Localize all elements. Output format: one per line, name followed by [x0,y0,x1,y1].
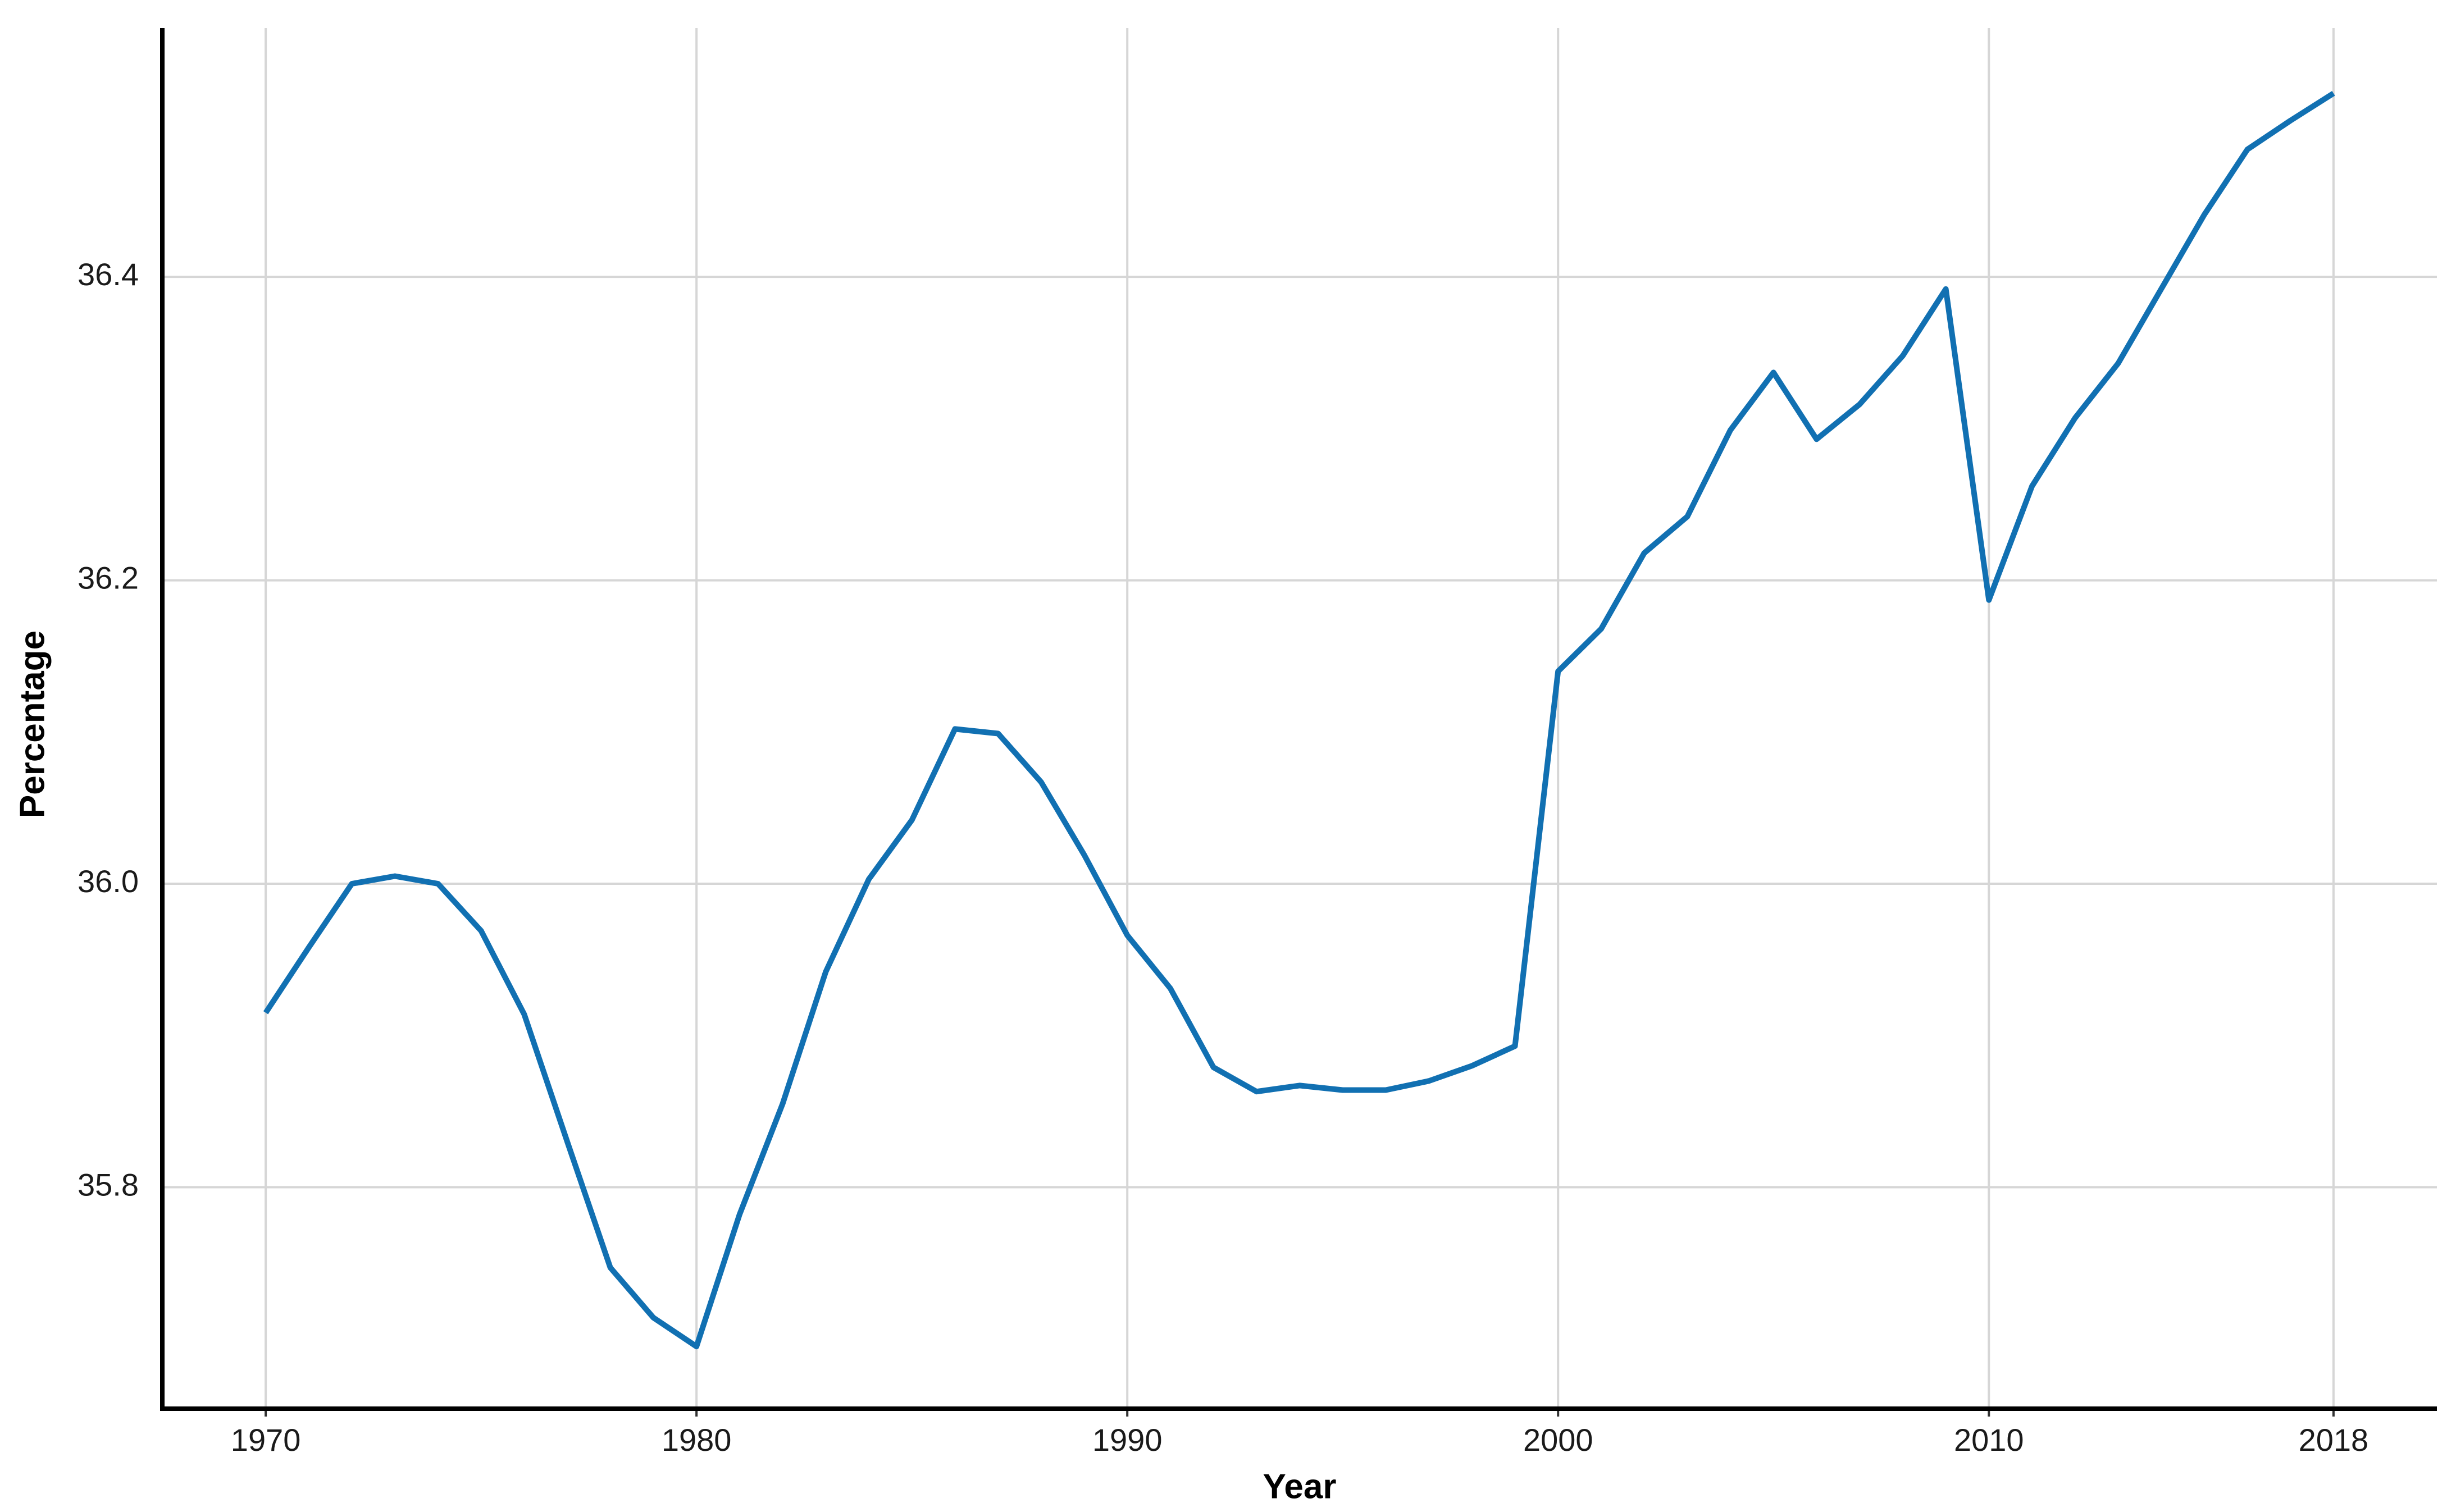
data-line [263,90,2335,1350]
y-tick-label: 36.0 [78,864,139,899]
x-axis-title: Year [1263,1467,1336,1506]
y-tick-label: 36.2 [78,560,139,595]
x-tick-label: 2018 [2299,1422,2369,1458]
y-tick-label: 35.8 [78,1167,139,1202]
x-tick-label: 2000 [1523,1422,1593,1458]
y-tick-label: 36.4 [78,257,139,292]
x-tick-label: 1970 [231,1422,301,1458]
x-tick-label: 2010 [1954,1422,2024,1458]
x-tick-label: 1980 [662,1422,732,1458]
x-tick-label: 1990 [1092,1422,1163,1458]
y-axis-title: Percentage [13,631,52,818]
